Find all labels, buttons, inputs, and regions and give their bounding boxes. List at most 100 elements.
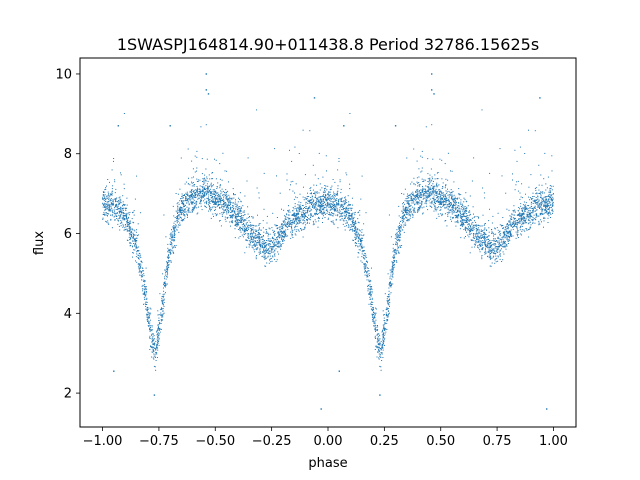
data-point bbox=[510, 229, 512, 231]
data-point bbox=[220, 200, 222, 201]
data-point bbox=[337, 204, 339, 206]
data-point bbox=[434, 209, 436, 210]
data-point bbox=[425, 185, 427, 187]
data-point bbox=[103, 202, 105, 204]
data-point bbox=[474, 240, 476, 242]
data-point bbox=[425, 191, 427, 193]
data-point bbox=[387, 310, 389, 312]
data-point bbox=[496, 227, 498, 229]
data-point bbox=[540, 174, 542, 176]
data-point bbox=[249, 216, 250, 217]
data-point bbox=[250, 238, 252, 240]
data-point bbox=[313, 206, 315, 208]
data-point bbox=[519, 212, 521, 214]
data-point bbox=[338, 158, 340, 159]
data-point bbox=[381, 360, 383, 361]
data-point bbox=[410, 196, 412, 197]
data-point bbox=[431, 200, 433, 202]
data-point bbox=[526, 229, 528, 231]
data-point bbox=[132, 252, 134, 254]
data-point bbox=[307, 200, 309, 202]
data-point bbox=[379, 344, 381, 346]
data-point bbox=[246, 230, 248, 232]
data-point bbox=[193, 201, 194, 203]
data-point bbox=[479, 251, 481, 253]
data-point bbox=[159, 333, 161, 335]
data-point bbox=[551, 200, 553, 202]
data-point bbox=[550, 185, 552, 187]
data-point bbox=[292, 218, 294, 220]
data-point bbox=[496, 248, 498, 250]
data-point bbox=[243, 219, 245, 221]
data-point bbox=[102, 217, 104, 219]
data-point bbox=[419, 196, 421, 198]
data-point bbox=[407, 212, 409, 214]
data-point bbox=[365, 254, 367, 256]
data-point bbox=[392, 276, 394, 278]
data-point bbox=[165, 268, 167, 270]
data-point bbox=[344, 203, 346, 205]
data-point bbox=[422, 195, 424, 197]
data-point bbox=[472, 206, 474, 208]
data-point bbox=[534, 201, 536, 203]
data-point bbox=[124, 207, 126, 209]
data-point bbox=[255, 237, 257, 239]
data-point bbox=[125, 218, 127, 220]
data-point bbox=[203, 195, 205, 197]
data-point bbox=[460, 225, 462, 227]
data-point bbox=[265, 245, 267, 247]
data-point bbox=[388, 284, 390, 286]
data-point bbox=[240, 227, 242, 229]
data-point bbox=[157, 343, 159, 345]
data-point bbox=[446, 225, 448, 227]
data-point bbox=[384, 344, 385, 346]
data-point bbox=[153, 347, 155, 349]
data-point bbox=[341, 215, 343, 217]
data-point bbox=[328, 204, 330, 206]
data-point bbox=[467, 234, 469, 236]
data-point bbox=[327, 218, 329, 220]
data-point bbox=[254, 251, 256, 253]
data-point bbox=[376, 356, 378, 358]
data-point bbox=[431, 197, 433, 199]
data-point bbox=[417, 208, 419, 210]
data-point bbox=[297, 204, 299, 206]
data-point bbox=[464, 226, 466, 228]
data-point bbox=[227, 206, 229, 208]
data-point bbox=[125, 226, 127, 228]
data-point bbox=[320, 203, 321, 205]
data-point bbox=[425, 196, 427, 198]
data-point bbox=[546, 187, 548, 189]
data-point bbox=[195, 193, 197, 195]
data-point bbox=[277, 251, 279, 253]
data-point bbox=[198, 194, 200, 196]
data-point bbox=[252, 224, 254, 226]
data-point bbox=[204, 202, 206, 204]
data-point bbox=[507, 232, 509, 234]
data-point bbox=[226, 170, 228, 172]
data-point bbox=[415, 195, 417, 197]
data-point bbox=[487, 251, 489, 252]
data-point bbox=[350, 210, 352, 211]
data-point bbox=[213, 184, 214, 186]
data-point bbox=[152, 351, 154, 353]
data-point bbox=[206, 176, 208, 178]
data-point bbox=[549, 189, 551, 191]
data-point bbox=[103, 200, 105, 202]
data-point bbox=[407, 201, 409, 203]
data-point bbox=[322, 212, 324, 214]
data-point bbox=[540, 202, 542, 203]
data-point bbox=[404, 188, 406, 190]
data-point bbox=[217, 203, 219, 205]
data-point bbox=[394, 237, 396, 239]
data-point bbox=[179, 188, 181, 190]
data-point bbox=[498, 243, 500, 245]
data-point bbox=[282, 243, 284, 244]
data-point bbox=[351, 218, 353, 220]
data-point bbox=[284, 224, 286, 226]
data-point bbox=[202, 184, 204, 186]
data-point bbox=[202, 194, 204, 196]
data-point bbox=[263, 246, 265, 248]
data-point bbox=[173, 236, 175, 238]
data-point bbox=[274, 233, 276, 235]
